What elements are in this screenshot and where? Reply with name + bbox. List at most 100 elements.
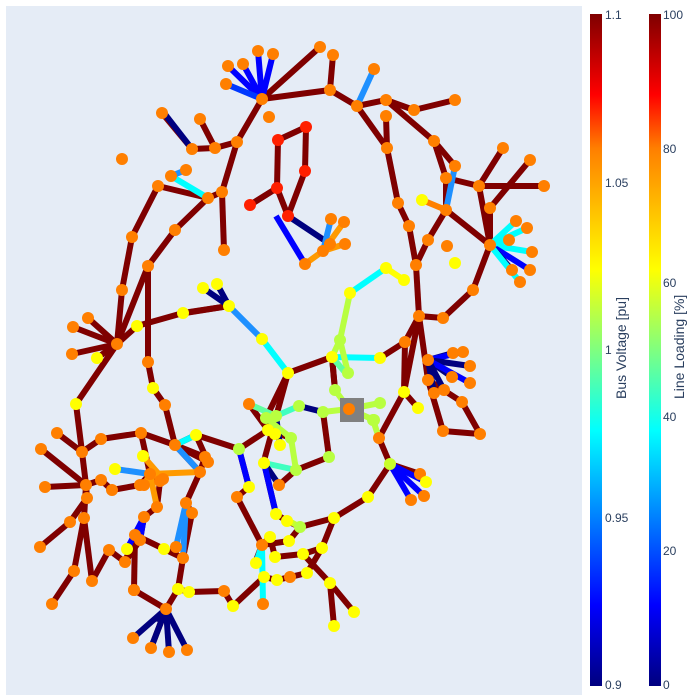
- bus-node[interactable]: [67, 321, 79, 333]
- line-segment[interactable]: [234, 495, 265, 547]
- bus-node[interactable]: [121, 543, 133, 555]
- bus-node[interactable]: [138, 511, 150, 523]
- line-segment[interactable]: [285, 169, 308, 218]
- bus-node[interactable]: [202, 456, 214, 468]
- bus-node[interactable]: [297, 548, 309, 560]
- bus-node[interactable]: [283, 535, 295, 547]
- bus-node[interactable]: [273, 479, 285, 491]
- bus-node[interactable]: [324, 84, 336, 96]
- bus-node[interactable]: [116, 153, 128, 165]
- bus-node[interactable]: [81, 492, 93, 504]
- bus-node[interactable]: [116, 284, 128, 296]
- line-segment[interactable]: [476, 185, 493, 246]
- bus-node[interactable]: [327, 49, 339, 61]
- line-segment[interactable]: [234, 97, 265, 144]
- line-segment[interactable]: [476, 146, 506, 188]
- bus-node[interactable]: [264, 531, 276, 543]
- bus-node[interactable]: [257, 598, 269, 610]
- bus-node[interactable]: [384, 458, 396, 470]
- line-segment[interactable]: [145, 228, 178, 268]
- line-segment[interactable]: [327, 582, 337, 627]
- bus-node[interactable]: [270, 410, 282, 422]
- bus-node[interactable]: [66, 348, 78, 360]
- line-segment[interactable]: [73, 342, 120, 406]
- bus-node[interactable]: [440, 172, 452, 184]
- bus-node[interactable]: [142, 260, 154, 272]
- bus-node[interactable]: [76, 446, 88, 458]
- bus-node[interactable]: [437, 312, 449, 324]
- line-segment[interactable]: [44, 482, 87, 490]
- bus-node[interactable]: [271, 574, 283, 586]
- line-segment[interactable]: [406, 225, 419, 266]
- bus-node[interactable]: [39, 481, 51, 493]
- bus-node[interactable]: [282, 210, 294, 222]
- bus-node[interactable]: [172, 583, 184, 595]
- bus-node[interactable]: [128, 584, 140, 596]
- bus-node[interactable]: [35, 443, 47, 455]
- line-segment[interactable]: [327, 581, 357, 614]
- bus-node[interactable]: [106, 484, 118, 496]
- bus-node[interactable]: [272, 134, 284, 146]
- bus-node[interactable]: [186, 143, 198, 155]
- bus-node[interactable]: [258, 571, 270, 583]
- bus-node[interactable]: [351, 100, 363, 112]
- line-segment[interactable]: [136, 310, 184, 329]
- line-segment[interactable]: [354, 67, 377, 108]
- bus-node[interactable]: [301, 567, 313, 579]
- line-segment[interactable]: [384, 147, 401, 204]
- bus-node[interactable]: [80, 479, 92, 491]
- line-segment[interactable]: [337, 292, 353, 341]
- line-segment[interactable]: [169, 173, 210, 201]
- bus-node[interactable]: [95, 433, 107, 445]
- bus-node[interactable]: [262, 424, 274, 436]
- bus-node[interactable]: [392, 197, 404, 209]
- line-segment[interactable]: [365, 462, 393, 499]
- bus-node[interactable]: [216, 186, 228, 198]
- bus-node[interactable]: [416, 194, 428, 206]
- bus-node[interactable]: [373, 432, 385, 444]
- bus-node[interactable]: [78, 512, 90, 524]
- bus-node[interactable]: [111, 338, 123, 350]
- bus-node[interactable]: [339, 238, 351, 250]
- bus-node[interactable]: [157, 473, 169, 485]
- bus-node[interactable]: [163, 646, 175, 658]
- bus-node[interactable]: [95, 474, 107, 486]
- bus-node[interactable]: [324, 238, 336, 250]
- bus-node[interactable]: [422, 234, 434, 246]
- line-segment[interactable]: [384, 97, 436, 144]
- bus-node[interactable]: [399, 336, 411, 348]
- bus-node[interactable]: [300, 121, 312, 133]
- line-segment[interactable]: [401, 315, 422, 393]
- bus-node[interactable]: [197, 282, 209, 294]
- bus-node[interactable]: [299, 165, 311, 177]
- bus-node[interactable]: [223, 300, 235, 312]
- bus-node[interactable]: [342, 367, 354, 379]
- bus-node[interactable]: [258, 457, 270, 469]
- line-segment[interactable]: [440, 287, 476, 321]
- bus-node[interactable]: [328, 620, 340, 632]
- bus-node[interactable]: [142, 356, 154, 368]
- bus-node[interactable]: [497, 142, 509, 154]
- bus-node[interactable]: [405, 494, 417, 506]
- line-segment[interactable]: [274, 139, 281, 189]
- bus-node[interactable]: [135, 427, 147, 439]
- bus-node[interactable]: [145, 642, 157, 654]
- bus-node[interactable]: [457, 346, 469, 358]
- line-segment[interactable]: [416, 315, 431, 381]
- line-segment[interactable]: [259, 44, 323, 102]
- bus-node[interactable]: [449, 257, 461, 269]
- bus-node[interactable]: [170, 541, 182, 553]
- bus-node[interactable]: [109, 463, 121, 475]
- bus-node[interactable]: [290, 464, 302, 476]
- line-segment[interactable]: [219, 141, 240, 193]
- bus-node[interactable]: [317, 406, 329, 418]
- line-segment[interactable]: [85, 315, 120, 347]
- bus-node[interactable]: [464, 377, 476, 389]
- bus-node[interactable]: [538, 180, 550, 192]
- bus-node[interactable]: [267, 48, 279, 60]
- bus-node[interactable]: [186, 507, 198, 519]
- bus-node[interactable]: [256, 333, 268, 345]
- bus-node[interactable]: [503, 234, 515, 246]
- bus-node[interactable]: [147, 382, 159, 394]
- bus-node[interactable]: [524, 154, 536, 166]
